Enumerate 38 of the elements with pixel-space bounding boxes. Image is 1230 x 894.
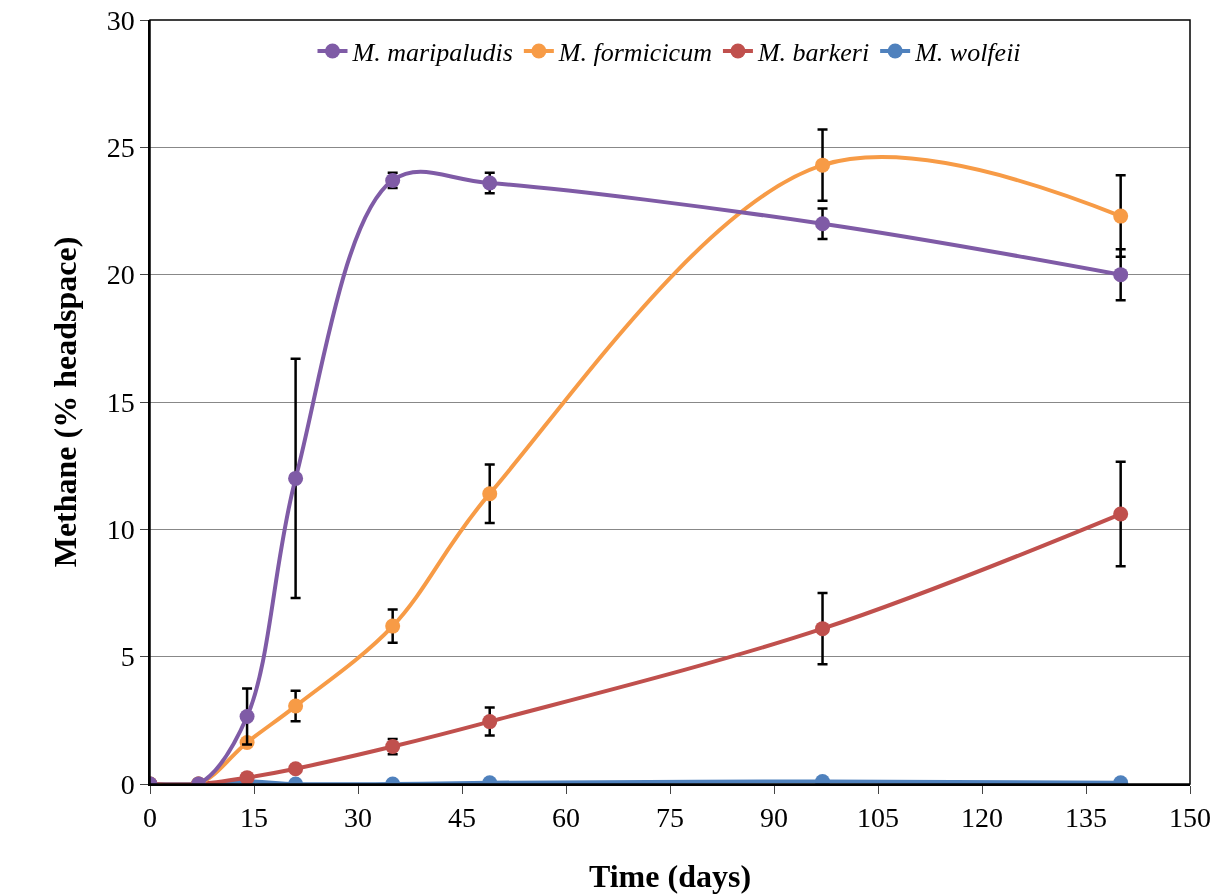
x-tick-label: 75	[656, 802, 684, 834]
point	[815, 157, 831, 173]
x-tick-label: 45	[448, 802, 476, 834]
x-tick-label: 150	[1169, 802, 1211, 834]
legend-label: M. formicicum	[557, 38, 712, 68]
x-tick-label: 15	[240, 802, 268, 834]
point	[482, 486, 498, 502]
point	[288, 698, 304, 714]
y-tick-label: 25	[106, 132, 135, 164]
point	[1113, 506, 1129, 522]
point	[239, 709, 255, 724]
point	[288, 470, 304, 486]
y-tick-label: 15	[106, 386, 135, 418]
point	[385, 618, 401, 634]
x-tick-label: 90	[760, 802, 788, 834]
x-tick-label: 135	[1065, 802, 1107, 834]
y-tick-label: 30	[106, 4, 135, 36]
x-axis-title: Time (days)	[588, 858, 752, 894]
x-tick-label: 120	[961, 802, 1003, 834]
point	[815, 216, 831, 232]
legend-label: M. maripaludis	[351, 38, 513, 68]
point	[1113, 267, 1129, 283]
legend-label: M. wolfeii	[914, 38, 1021, 68]
y-tick-label: 5	[120, 641, 135, 673]
point	[482, 175, 498, 191]
x-tick-label: 105	[857, 802, 899, 834]
point	[288, 761, 304, 777]
point	[815, 621, 831, 637]
point	[482, 714, 498, 730]
y-tick-label: 20	[106, 259, 135, 291]
y-tick-label: 10	[106, 514, 135, 546]
x-tick-label: 30	[344, 802, 372, 834]
y-axis-title: Methane (% headspace)	[46, 236, 83, 568]
y-tick-label: 0	[120, 768, 135, 800]
x-tick-label: 0	[143, 802, 157, 834]
point	[1113, 208, 1129, 224]
x-tick-label: 60	[552, 802, 580, 834]
legend-label: M. barkeri	[756, 38, 870, 68]
